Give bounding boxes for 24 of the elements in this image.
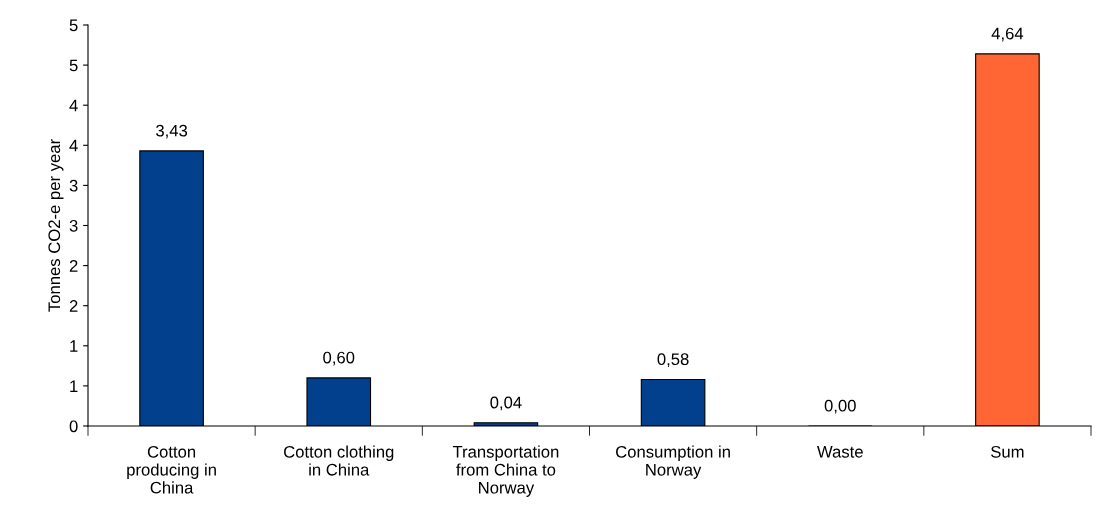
x-tick-label: Cotton producing in China bbox=[127, 445, 216, 494]
y-tick-label: 2 bbox=[69, 300, 78, 312]
y-tick-label: 5 bbox=[69, 19, 78, 32]
x-tick-label: Transportation from China to Norway bbox=[452, 445, 559, 497]
data-label: 0,04 bbox=[490, 396, 522, 411]
data-label: 3,43 bbox=[156, 124, 188, 139]
x-tick-label: Consumption in Norway bbox=[616, 445, 730, 479]
y-tick-label: 3 bbox=[69, 179, 78, 192]
data-label: 0,00 bbox=[824, 399, 856, 414]
x-tick-label: Cotton clothing in China bbox=[284, 445, 394, 476]
y-tick-label: 5 bbox=[69, 59, 78, 72]
y-tick-label: 3 bbox=[69, 219, 78, 232]
y-tick-label: 4 bbox=[69, 99, 78, 112]
y-tick-label: 2 bbox=[69, 260, 78, 272]
x-tick-label: Sum bbox=[991, 445, 1024, 458]
y-tick-label: 1 bbox=[70, 340, 78, 352]
x-tick-label: Waste bbox=[817, 446, 863, 458]
data-label: 0,60 bbox=[323, 351, 355, 366]
y-tick-label: 4 bbox=[69, 139, 78, 152]
y-axis-title: Tonnes CO2-e per year bbox=[48, 139, 64, 312]
data-label: 0,58 bbox=[657, 353, 689, 368]
data-label: 4,64 bbox=[991, 27, 1024, 42]
y-tick-label: 1 bbox=[70, 380, 78, 392]
y-tick-label: 0 bbox=[69, 420, 78, 433]
